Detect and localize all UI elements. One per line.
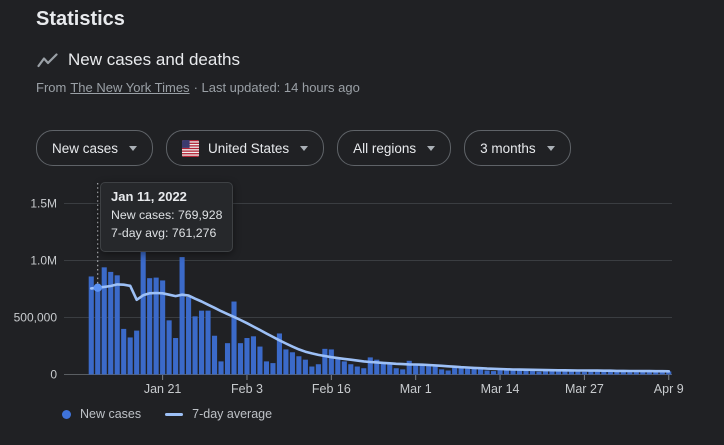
timerange-dropdown[interactable]: 3 months xyxy=(464,130,571,166)
tooltip-new-cases: New cases: 769,928 xyxy=(111,208,223,222)
svg-text:Jan 21: Jan 21 xyxy=(144,382,182,396)
legend-label: 7-day average xyxy=(192,407,273,421)
svg-text:Apr 9: Apr 9 xyxy=(654,382,684,396)
svg-text:Mar 27: Mar 27 xyxy=(565,382,604,396)
region-dropdown[interactable]: All regions xyxy=(337,130,452,166)
chart-legend: New cases 7-day average xyxy=(62,407,272,421)
country-dropdown[interactable]: United States xyxy=(166,130,325,166)
source-link[interactable]: The New York Times xyxy=(70,80,190,95)
legend-label: New cases xyxy=(80,407,142,421)
svg-text:1.0M: 1.0M xyxy=(30,254,57,268)
chevron-down-icon xyxy=(129,145,138,151)
legend-dot-icon xyxy=(62,409,71,419)
page-title: Statistics xyxy=(36,8,125,30)
chevron-down-icon xyxy=(300,145,309,151)
legend-item-7day-average: 7-day average xyxy=(165,407,272,421)
svg-text:Feb 3: Feb 3 xyxy=(231,382,263,396)
chart-tooltip: Jan 11, 2022 New cases: 769,928 7-day av… xyxy=(100,182,234,252)
legend-line-icon xyxy=(165,412,184,416)
svg-text:Mar 14: Mar 14 xyxy=(481,382,520,396)
svg-text:1.5M: 1.5M xyxy=(30,197,57,211)
metric-dropdown[interactable]: New cases xyxy=(36,130,154,166)
svg-text:Feb 16: Feb 16 xyxy=(312,382,351,396)
section-header: New cases and deaths xyxy=(37,50,240,70)
svg-text:500,000: 500,000 xyxy=(14,311,58,325)
chevron-down-icon xyxy=(427,145,436,151)
svg-text:0: 0 xyxy=(50,368,57,382)
country-dropdown-label: United States xyxy=(208,140,290,156)
chevron-down-icon xyxy=(546,145,555,151)
metric-dropdown-label: New cases xyxy=(52,140,119,156)
section-title: New cases and deaths xyxy=(68,50,240,69)
trend-icon xyxy=(37,52,58,68)
source-line: From The New York Times · Last updated: … xyxy=(36,80,360,95)
legend-item-new-cases: New cases xyxy=(62,407,141,421)
filter-bar: New cases United States xyxy=(36,130,571,166)
tooltip-7day-avg: 7-day avg: 761,276 xyxy=(111,225,217,240)
source-prefix: From xyxy=(36,80,67,95)
us-flag-icon xyxy=(182,139,200,157)
source-updated: · Last updated: 14 hours ago xyxy=(193,80,360,95)
svg-text:Mar 1: Mar 1 xyxy=(400,382,432,396)
tooltip-date: Jan 11, 2022 xyxy=(111,189,187,204)
region-dropdown-label: All regions xyxy=(353,140,417,156)
timerange-dropdown-label: 3 months xyxy=(480,140,536,156)
